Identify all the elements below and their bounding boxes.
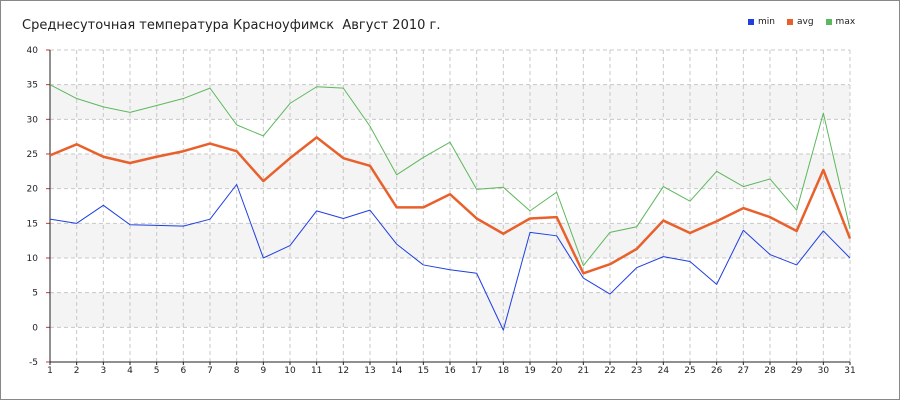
x-tick-label: 28 xyxy=(764,366,776,376)
x-tick-label: 29 xyxy=(791,366,803,376)
x-tick-label: 5 xyxy=(154,366,160,376)
x-tick-label: 30 xyxy=(818,366,830,376)
x-tick-label: 20 xyxy=(551,366,563,376)
legend-item-max: max xyxy=(825,17,856,27)
x-tick-label: 23 xyxy=(631,366,642,376)
x-tick-label: 1 xyxy=(47,366,53,376)
x-tick-label: 26 xyxy=(711,366,723,376)
legend: min avg max xyxy=(748,16,867,28)
x-tick-label: 27 xyxy=(738,366,749,376)
legend-swatch-max xyxy=(825,19,832,25)
y-tick-label: 0 xyxy=(32,323,38,333)
legend-swatch-min xyxy=(748,19,754,25)
x-tick-label: 9 xyxy=(260,366,266,376)
y-tick-label: 35 xyxy=(27,81,38,91)
x-tick-label: 12 xyxy=(338,366,349,376)
x-tick-label: 19 xyxy=(524,366,536,376)
x-tick-label: 13 xyxy=(364,366,375,376)
x-tick-label: 31 xyxy=(844,366,855,376)
x-tick-label: 8 xyxy=(234,366,240,376)
x-tick-label: 4 xyxy=(127,366,133,376)
x-tick-label: 18 xyxy=(498,366,510,376)
y-tick-label: 5 xyxy=(32,289,38,299)
series-line-min xyxy=(49,184,851,331)
y-tick-label: 25 xyxy=(27,150,38,160)
legend-swatch-avg xyxy=(786,19,793,25)
x-tick-label: 14 xyxy=(391,366,403,376)
series-line-max xyxy=(49,84,851,267)
x-tick-label: 22 xyxy=(604,366,615,376)
y-tick-label: 30 xyxy=(27,115,39,125)
x-tick-label: 15 xyxy=(418,366,429,376)
y-tick-label: 40 xyxy=(27,46,39,56)
x-tick-label: 17 xyxy=(471,366,482,376)
y-tick-label: 10 xyxy=(27,254,39,264)
series-line-avg xyxy=(49,136,852,275)
chart-title: Среднесуточная температура Красноуфимск … xyxy=(22,18,441,33)
legend-label-min: min xyxy=(758,17,775,27)
x-tick-label: 11 xyxy=(311,366,322,376)
y-tick-label: -5 xyxy=(29,358,38,368)
legend-label-max: max xyxy=(835,17,856,27)
x-tick-label: 2 xyxy=(74,366,80,376)
x-tick-label: 16 xyxy=(444,366,456,376)
x-tick-label: 25 xyxy=(684,366,695,376)
y-tick-label: 20 xyxy=(27,185,39,195)
y-tick-label: 15 xyxy=(27,219,38,229)
legend-label-avg: avg xyxy=(796,17,814,27)
x-tick-label: 7 xyxy=(207,366,213,376)
x-tick-label: 24 xyxy=(658,366,670,376)
x-tick-label: 3 xyxy=(100,366,106,376)
x-tick-label: 21 xyxy=(578,366,589,376)
legend-item-avg: avg xyxy=(786,17,814,27)
legend-item-min: min xyxy=(748,17,775,27)
x-tick-label: 6 xyxy=(180,366,186,376)
x-tick-label: 10 xyxy=(284,366,296,376)
